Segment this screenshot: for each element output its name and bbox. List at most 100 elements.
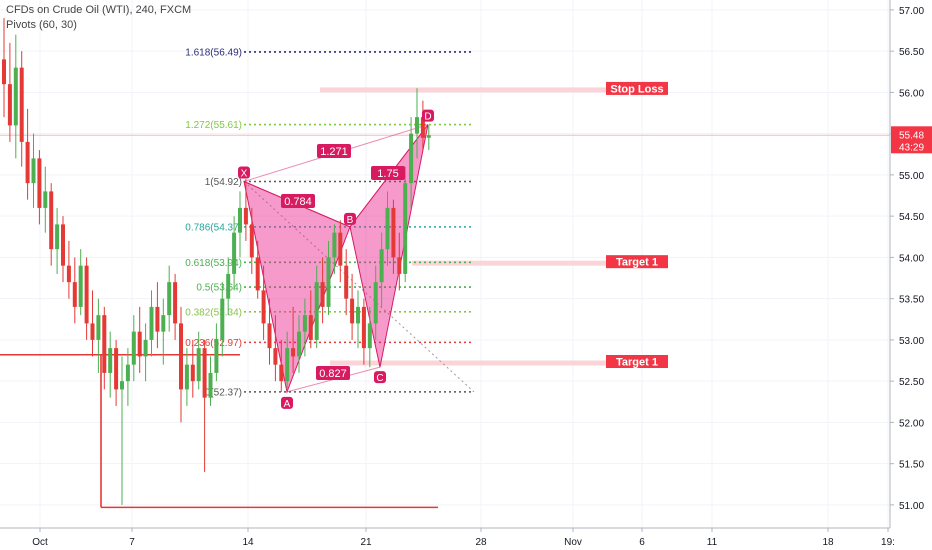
candle-body <box>143 339 148 357</box>
candle-body <box>243 207 248 225</box>
chart-legend: CFDs on Crude Oil (WTI), 240, FXCM Pivot… <box>6 3 191 33</box>
pattern-point-label: B <box>347 215 354 226</box>
zone-label-bg <box>606 255 668 269</box>
candle-body <box>226 273 231 299</box>
candle-body <box>137 331 142 357</box>
candle-body <box>426 135 431 138</box>
candle-body <box>373 282 378 324</box>
price-tick-label: 52.50 <box>899 377 924 388</box>
pattern-point-label: C <box>376 373 383 384</box>
candle-body <box>84 265 89 324</box>
candle-body <box>279 364 284 382</box>
candle-body <box>267 323 272 349</box>
price-axis-bg <box>890 0 932 550</box>
candle-body <box>149 306 154 340</box>
pattern-point-badge <box>374 371 386 384</box>
candle-body <box>367 323 372 349</box>
price-tick-label: 56.50 <box>899 47 924 58</box>
zone-label: Target 1 <box>616 257 658 269</box>
candle-body <box>37 158 42 208</box>
candle-body <box>403 183 408 274</box>
price-tick-label: 52.00 <box>899 418 924 429</box>
pattern-ratio-label: 0.784 <box>284 196 312 208</box>
pivot-lines <box>0 353 438 509</box>
candle-body <box>208 372 213 398</box>
fib-level-label: 0.236(52.97) <box>185 338 242 349</box>
zone-label: Target 1 <box>616 357 658 369</box>
time-tick-label: 14 <box>242 537 254 548</box>
candle-body <box>179 323 183 390</box>
candle-body <box>391 207 396 258</box>
time-tick-label: Nov <box>564 537 582 548</box>
zone-band <box>412 260 668 266</box>
candle-body <box>196 348 201 382</box>
candle-body <box>131 331 136 365</box>
candle-body <box>114 348 119 390</box>
candle-body <box>202 348 207 398</box>
candle-body <box>338 232 343 266</box>
zone-label-bg <box>606 81 668 95</box>
candle-body <box>285 348 290 382</box>
candle-body <box>397 257 402 274</box>
candle-body <box>61 224 65 266</box>
candle-body <box>90 323 95 340</box>
candle-body <box>19 67 24 142</box>
time-tick-label: 19: <box>881 537 895 548</box>
pattern-ratio-label: 1.75 <box>377 168 398 180</box>
pattern-ratio-label: 0.827 <box>319 368 347 380</box>
time-axis[interactable]: Oct 7 14 21 28 Nov 6 11 18 19: <box>0 527 932 550</box>
candle-body <box>72 282 77 307</box>
price-tick-label: 51.00 <box>899 501 924 512</box>
candle-body <box>102 315 107 373</box>
candle-body <box>326 257 331 307</box>
time-tick-label: 28 <box>475 537 487 548</box>
pattern-ratio-badge <box>317 144 351 158</box>
candle-body <box>291 348 296 357</box>
candle-body <box>320 282 325 307</box>
zone-label: Stop Loss <box>610 83 663 95</box>
price-tick-label: 57.00 <box>899 6 924 17</box>
pattern-point-label: D <box>424 112 431 123</box>
candle-body <box>96 315 101 340</box>
price-tick-label: 53.50 <box>899 295 924 306</box>
candle-body <box>420 117 425 138</box>
candle-body <box>108 348 113 373</box>
price-tick-label: 53.00 <box>899 336 924 347</box>
pattern-ratio-badge <box>371 166 405 180</box>
candle-body <box>184 364 189 390</box>
fib-level-label: 0.618(53.94) <box>185 258 242 269</box>
price-badge <box>891 126 932 154</box>
candle-body <box>297 331 301 357</box>
candle-body <box>55 224 60 250</box>
candle-body <box>125 364 130 382</box>
candle-body <box>356 306 360 324</box>
price-tick-label: 54.50 <box>899 212 924 223</box>
pattern-point-label: X <box>241 169 248 180</box>
candles <box>2 18 431 505</box>
pattern-point-badge <box>238 166 250 179</box>
price-tick-label: 51.50 <box>899 460 924 471</box>
candle-body <box>7 84 12 126</box>
candle-body <box>220 298 225 340</box>
price-tick-label: 56.00 <box>899 88 924 99</box>
candle-body <box>190 364 195 382</box>
candle-body <box>409 133 414 184</box>
candle-body <box>232 232 237 274</box>
candle-body <box>385 207 390 250</box>
candle-body <box>214 339 219 373</box>
candle-body <box>249 224 254 258</box>
fib-level-label: 0.5(53.64) <box>196 283 242 294</box>
fib-level-label: 0.382(53.34) <box>185 307 242 318</box>
candle-body <box>2 59 6 85</box>
candle-body <box>261 290 266 324</box>
candle-body <box>415 117 419 134</box>
candle-body <box>314 282 319 340</box>
price-tick-label: 54.00 <box>899 253 924 264</box>
fib-level-label: 0(52.37) <box>205 387 242 398</box>
candle-body <box>43 191 48 208</box>
symbol-title: CFDs on Crude Oil (WTI), 240, FXCM <box>6 4 192 16</box>
pattern-labels: X A B C D 0.784 0.827 1.271 1.75 <box>0 109 890 410</box>
candle-body <box>173 282 178 324</box>
price-axis[interactable]: 57.0056.5056.0055.5055.0054.5054.0053.50… <box>889 0 932 550</box>
